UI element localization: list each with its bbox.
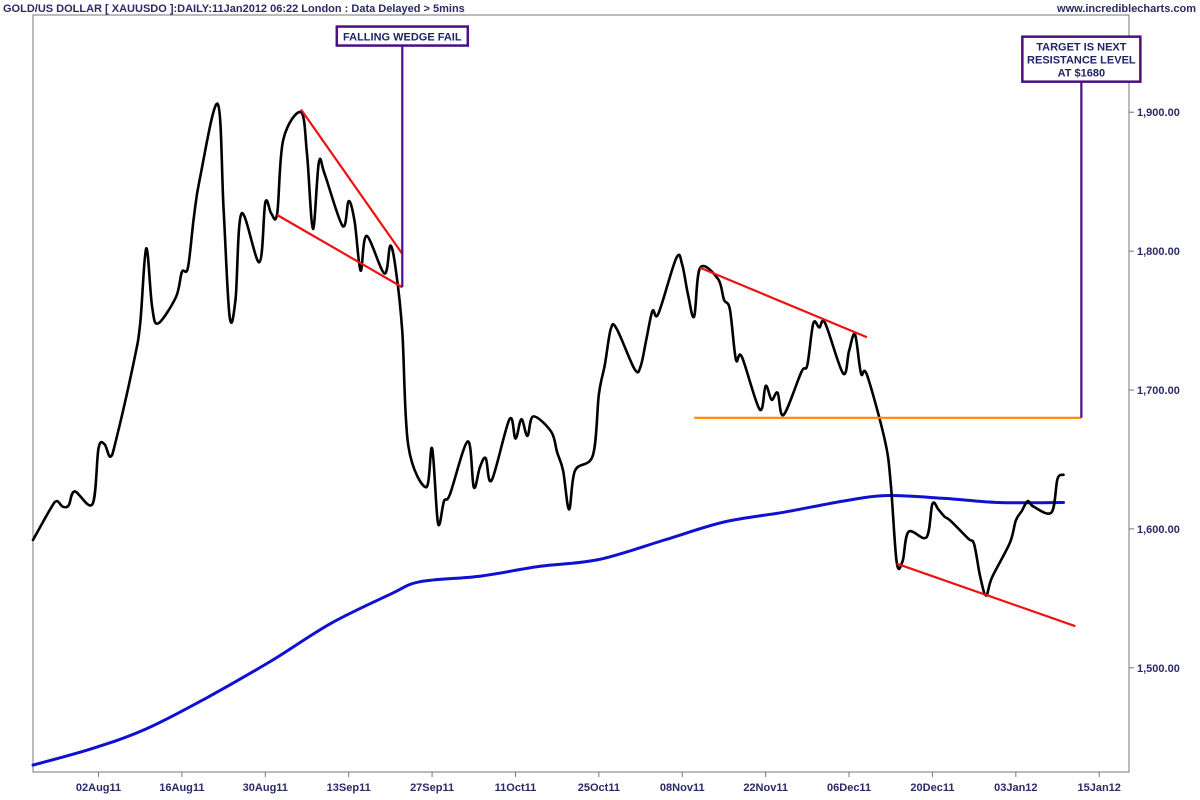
- trendline-3: [699, 266, 868, 339]
- trendline-4: [896, 562, 1076, 628]
- x-tick-label: 30Aug11: [243, 782, 288, 794]
- x-tick-label: 08Nov11: [660, 782, 705, 794]
- y-tick-label: 1,500.00: [1137, 663, 1180, 675]
- source-url: www.incrediblecharts.com: [1056, 3, 1196, 15]
- trendline-1: [300, 108, 404, 255]
- moving-average-line: [31, 494, 1065, 767]
- x-tick-label: 11Oct11: [495, 782, 537, 794]
- x-tick-label: 27Sep11: [410, 782, 454, 794]
- annotation-box: [335, 25, 470, 47]
- x-tick-label: 02Aug11: [76, 782, 121, 794]
- annotation-text: AT $1680: [1058, 68, 1106, 80]
- x-tick-label: 16Aug11: [159, 782, 204, 794]
- y-tick-label: 1,700.00: [1137, 385, 1180, 397]
- x-tick-label: 06Dec11: [827, 782, 871, 794]
- x-tick-label: 20Dec11: [910, 782, 954, 794]
- x-tick-label: 25Oct11: [578, 782, 620, 794]
- annotation-box: [1021, 35, 1142, 83]
- x-tick-label: 22Nov11: [743, 782, 788, 794]
- chart-title: GOLD/US DOLLAR [ XAUUSDO ]:DAILY:11Jan20…: [3, 3, 465, 15]
- trendline-2: [276, 214, 403, 289]
- price-series-line: [31, 102, 1065, 597]
- x-tick-label: 15Jan12: [1077, 782, 1120, 794]
- annotation-text: RESISTANCE LEVEL: [1027, 55, 1136, 67]
- x-tick-label: 03Jan12: [994, 782, 1037, 794]
- y-tick-label: 1,900.00: [1137, 107, 1180, 119]
- annotation-text: TARGET IS NEXT: [1036, 42, 1127, 54]
- x-tick-label: 13Sep11: [327, 782, 371, 794]
- annotation-text: FALLING WEDGE FAIL: [343, 32, 462, 44]
- y-tick-label: 1,600.00: [1137, 524, 1180, 536]
- y-tick-label: 1,800.00: [1137, 246, 1180, 258]
